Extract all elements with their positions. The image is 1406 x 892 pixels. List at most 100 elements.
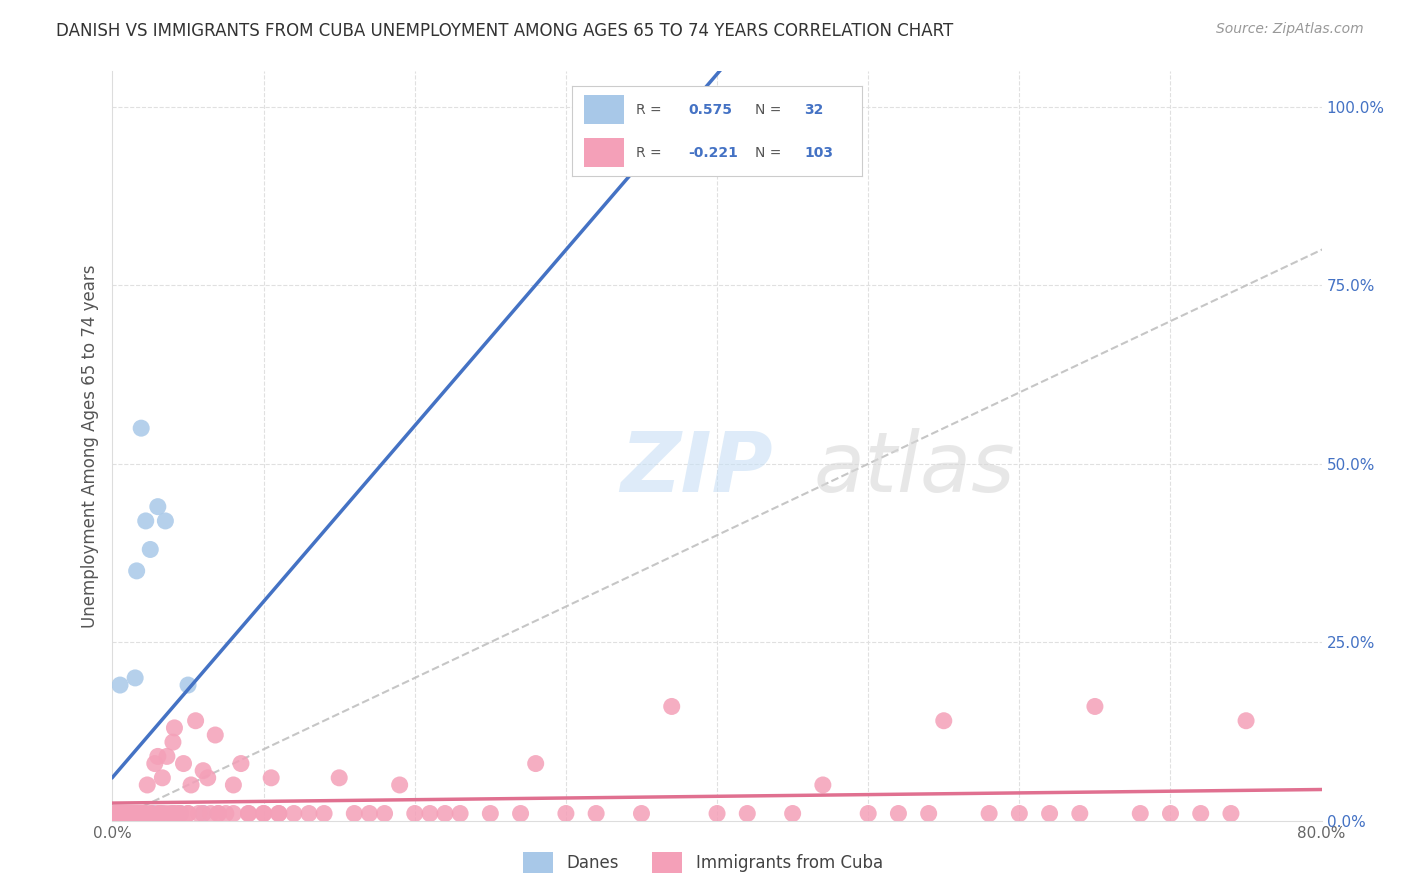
Point — [887, 806, 910, 821]
Point — [122, 806, 145, 821]
Point — [143, 756, 166, 771]
Point — [229, 756, 252, 771]
Point — [509, 806, 531, 821]
Point — [585, 806, 607, 821]
Point — [554, 806, 576, 821]
Point — [117, 806, 139, 821]
Point — [1234, 714, 1257, 728]
Point — [191, 764, 214, 778]
Point — [177, 806, 200, 821]
Point — [146, 500, 169, 514]
Point — [141, 806, 163, 821]
Point — [187, 806, 209, 821]
Point — [449, 806, 471, 821]
Point — [260, 771, 283, 785]
Point — [132, 806, 155, 821]
Point — [706, 806, 728, 821]
Point — [177, 806, 200, 821]
Point — [149, 806, 172, 821]
Point — [184, 714, 207, 728]
Point — [125, 806, 148, 821]
Point — [117, 806, 139, 821]
Point — [110, 806, 132, 821]
Point — [1159, 806, 1181, 821]
Point — [132, 806, 155, 821]
Point — [169, 806, 191, 821]
Point — [104, 806, 127, 821]
Point — [630, 806, 652, 821]
Point — [267, 806, 290, 821]
Point — [191, 806, 214, 821]
Point — [177, 678, 200, 692]
Point — [163, 721, 186, 735]
Point — [238, 806, 260, 821]
Point — [148, 806, 170, 821]
Point — [127, 806, 149, 821]
Text: atlas: atlas — [814, 428, 1015, 509]
Point — [146, 806, 169, 821]
Point — [124, 806, 146, 821]
Point — [122, 806, 145, 821]
Point — [222, 778, 245, 792]
Point — [139, 542, 162, 557]
Point — [118, 806, 141, 821]
Point — [127, 806, 149, 821]
Point — [298, 806, 321, 821]
Point — [343, 806, 366, 821]
Point — [118, 806, 141, 821]
Point — [162, 806, 184, 821]
Point — [238, 806, 260, 821]
Point — [134, 806, 156, 821]
Point — [200, 806, 222, 821]
Point — [105, 806, 128, 821]
Point — [1220, 806, 1243, 821]
Point — [661, 699, 683, 714]
Point — [811, 778, 834, 792]
Point — [135, 806, 157, 821]
Y-axis label: Unemployment Among Ages 65 to 74 years: Unemployment Among Ages 65 to 74 years — [80, 264, 98, 628]
Text: ZIP: ZIP — [620, 428, 773, 509]
Point — [125, 564, 148, 578]
Point — [142, 806, 165, 821]
Point — [107, 806, 129, 821]
Point — [328, 771, 350, 785]
Point — [108, 806, 131, 821]
Point — [433, 806, 456, 821]
Point — [169, 806, 191, 821]
Point — [105, 806, 128, 821]
Point — [314, 806, 336, 821]
Point — [173, 756, 195, 771]
Point — [156, 749, 179, 764]
Point — [1084, 699, 1107, 714]
Point — [1069, 806, 1091, 821]
Point — [108, 678, 131, 692]
Point — [1189, 806, 1212, 821]
Point — [129, 421, 152, 435]
Point — [108, 806, 131, 821]
Point — [856, 806, 880, 821]
Point — [115, 806, 138, 821]
Point — [204, 728, 226, 742]
Point — [1129, 806, 1152, 821]
Point — [207, 806, 229, 821]
Point — [180, 778, 202, 792]
Point — [103, 806, 125, 821]
Point — [139, 806, 162, 821]
Point — [150, 806, 173, 821]
Point — [191, 806, 214, 821]
Point — [128, 806, 150, 821]
Point — [107, 806, 129, 821]
Point — [155, 806, 177, 821]
Point — [977, 806, 1000, 821]
Point — [207, 806, 229, 821]
Point — [524, 756, 547, 771]
Point — [114, 806, 136, 821]
Point — [374, 806, 396, 821]
Point — [134, 806, 156, 821]
Point — [110, 806, 132, 821]
Point — [155, 514, 177, 528]
Point — [150, 771, 173, 785]
Point — [114, 806, 136, 821]
Point — [162, 735, 184, 749]
Point — [737, 806, 759, 821]
